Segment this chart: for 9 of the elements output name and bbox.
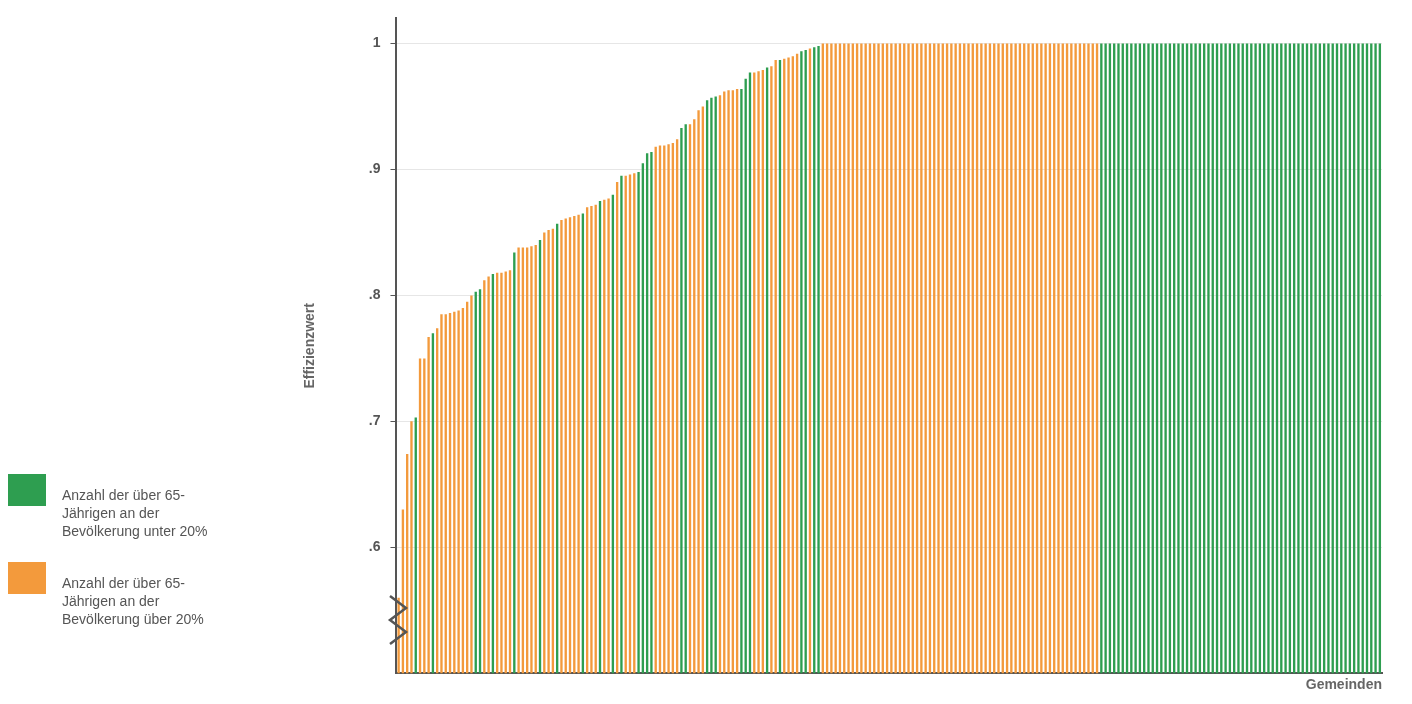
- y-tick-label: .9: [368, 160, 381, 177]
- y-tick-label: .7: [368, 412, 381, 429]
- legend-label: Anzahl der über 65-Jährigen an der Bevölkerung unter 20%: [62, 486, 209, 540]
- y-tick-label: .8: [368, 286, 381, 303]
- legend-label: Anzahl der über 65-Jährigen an der Bevölkerung über 20%: [62, 574, 205, 628]
- y-tick-label: .6: [368, 538, 381, 555]
- y-axis-title: Effizienzwert: [301, 302, 318, 389]
- x-axis-title: Gemeinden: [1305, 676, 1382, 693]
- y-tick-label: 1: [372, 34, 381, 51]
